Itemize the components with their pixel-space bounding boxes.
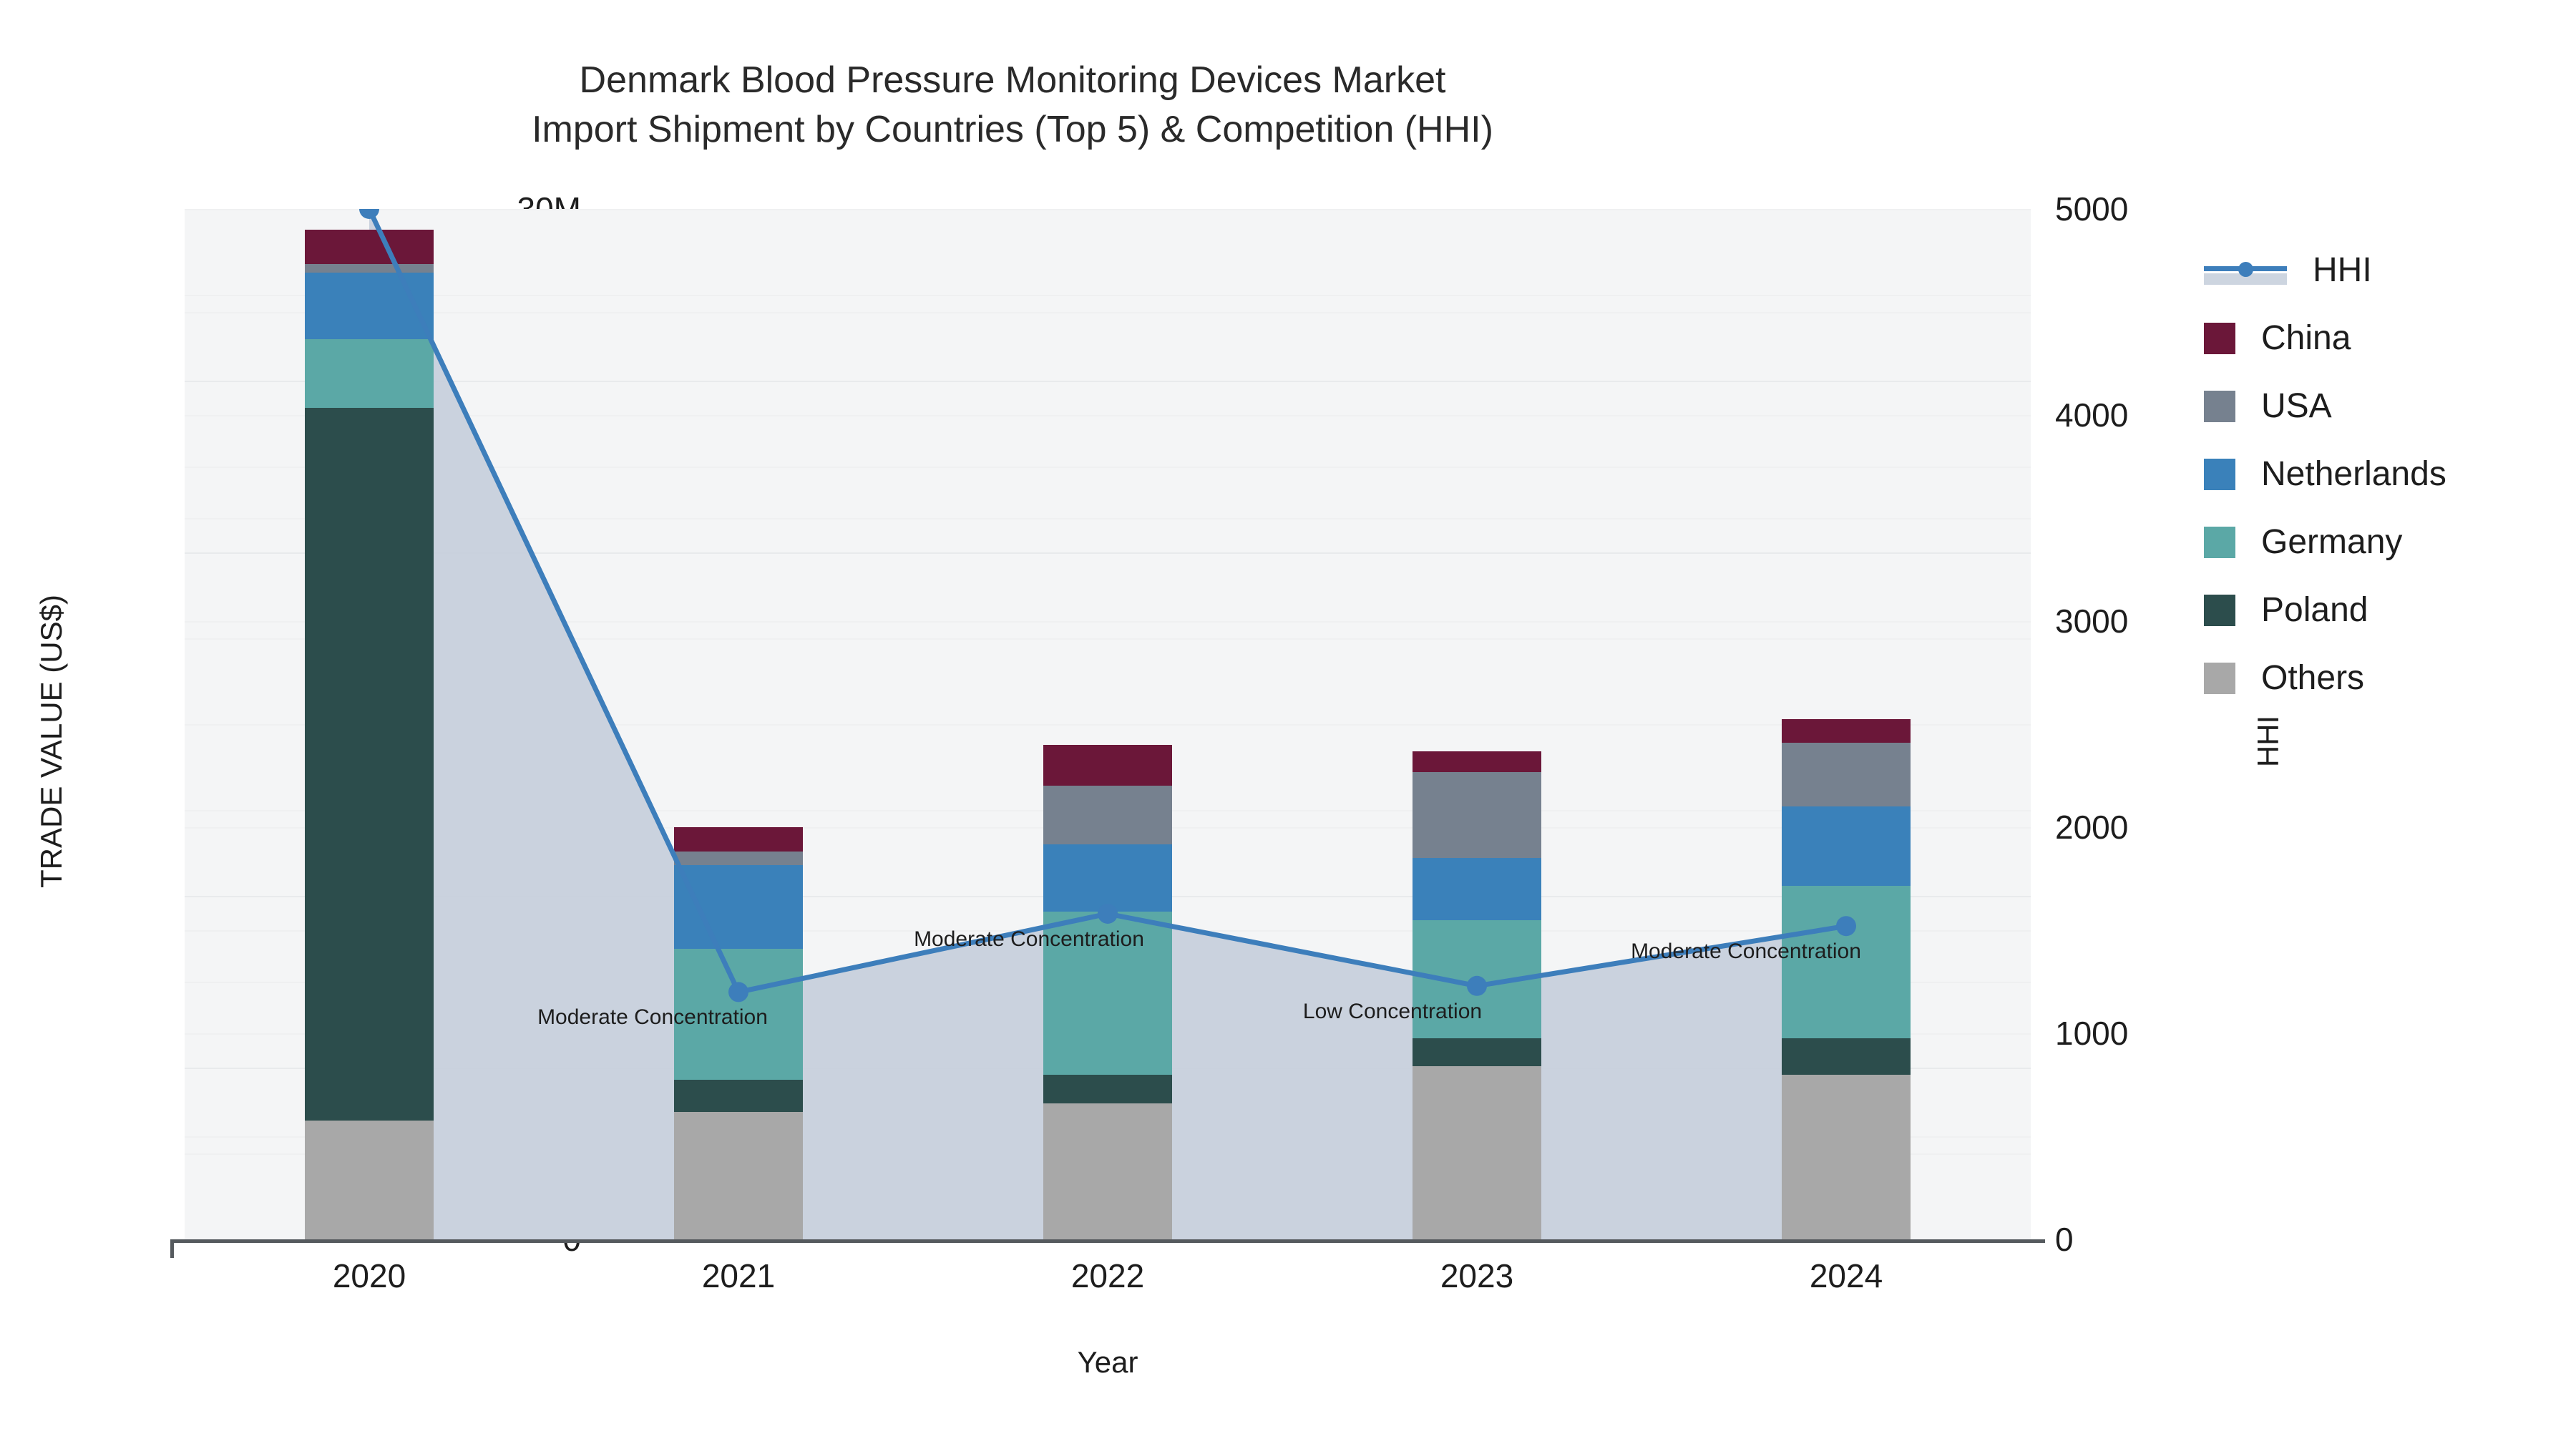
y-axis-tick-left-mark	[170, 1239, 174, 1258]
bar-segment-china[interactable]	[305, 229, 434, 264]
bar-segment-netherlands[interactable]	[1782, 806, 1911, 886]
y-tick-right-2000: 2000	[2055, 809, 2129, 846]
bar-segment-others[interactable]	[674, 1112, 803, 1239]
annotation-2023: Low Concentration	[1302, 999, 1483, 1023]
bar-segment-usa[interactable]	[1413, 772, 1541, 859]
y-axis-label-left: TRADE VALUE (US$)	[34, 595, 68, 888]
hhi-marker-2022[interactable]	[1098, 904, 1118, 924]
bar-segment-china[interactable]	[674, 827, 803, 852]
hhi-line	[359, 209, 1856, 1002]
bar-segment-usa[interactable]	[1043, 786, 1172, 844]
gridline	[185, 552, 2031, 554]
gridline-secondary	[185, 312, 2031, 313]
hhi-marker-2021[interactable]	[728, 982, 748, 1002]
legend-item-china[interactable]: China	[2204, 304, 2446, 372]
bar-segment-poland[interactable]	[674, 1079, 803, 1113]
x-tick-2024: 2024	[1809, 1257, 1883, 1294]
bar-2021[interactable]	[674, 209, 803, 1239]
x-tick-2021: 2021	[701, 1257, 776, 1294]
bar-segment-poland[interactable]	[305, 408, 434, 1121]
bar-segment-usa[interactable]	[1782, 743, 1911, 807]
gridline-secondary	[185, 209, 2031, 210]
legend-swatch-netherlands	[2204, 458, 2235, 490]
gridline-secondary	[185, 415, 2031, 416]
hhi-marker-2023[interactable]	[1467, 975, 1487, 996]
x-axis-line	[170, 1239, 2045, 1243]
bar-2024[interactable]	[1782, 209, 1911, 1239]
legend-label: Others	[2261, 659, 2365, 697]
bar-segment-china[interactable]	[1043, 744, 1172, 786]
bar-segment-china[interactable]	[1413, 751, 1541, 773]
legend-label: Germany	[2261, 523, 2403, 561]
legend-label: USA	[2261, 387, 2332, 425]
x-tick-2020: 2020	[332, 1257, 406, 1294]
gridline	[185, 467, 2031, 468]
hhi-marker-2020[interactable]	[359, 209, 379, 219]
bar-segment-others[interactable]	[1782, 1074, 1911, 1239]
hhi-polyline	[366, 209, 1849, 995]
legend-item-netherlands[interactable]: Netherlands	[2204, 440, 2446, 508]
legend-line-marker	[2238, 261, 2253, 277]
bar-segment-poland[interactable]	[1043, 1074, 1172, 1104]
bar-segment-poland[interactable]	[1413, 1038, 1541, 1066]
chart-title: Denmark Blood Pressure Monitoring Device…	[532, 59, 1493, 150]
x-axis-label: Year	[1077, 1345, 1138, 1379]
x-tick-2023: 2023	[1440, 1257, 1514, 1294]
bar-segment-poland[interactable]	[1782, 1038, 1911, 1075]
legend-swatch-usa	[2204, 390, 2235, 422]
legend-label: Netherlands	[2261, 455, 2446, 493]
bar-segment-china[interactable]	[1782, 718, 1911, 743]
legend-item-usa[interactable]: USA	[2204, 372, 2446, 440]
bar-2022[interactable]	[1043, 209, 1172, 1239]
legend-label: China	[2261, 319, 2351, 357]
y-tick-right-0: 0	[2055, 1221, 2074, 1258]
hhi-marker-2024[interactable]	[1836, 916, 1856, 937]
bar-2020[interactable]	[305, 209, 434, 1239]
bar-segment-netherlands[interactable]	[1413, 858, 1541, 920]
legend-label: HHI	[2313, 251, 2372, 289]
gridline	[185, 381, 2031, 382]
legend-line-icon	[2204, 255, 2287, 286]
legend-item-hhi[interactable]: HHI	[2204, 236, 2446, 304]
y-tick-right-4000: 4000	[2055, 396, 2129, 434]
legend-item-germany[interactable]: Germany	[2204, 508, 2446, 576]
legend-swatch-others	[2204, 662, 2235, 694]
bar-segment-germany[interactable]	[305, 339, 434, 409]
x-tick-2022: 2022	[1070, 1257, 1145, 1294]
gridline-secondary	[185, 621, 2031, 623]
legend-item-others[interactable]: Others	[2204, 644, 2446, 712]
bar-segment-others[interactable]	[1043, 1103, 1172, 1239]
gridline-secondary	[185, 518, 2031, 519]
legend-swatch-china	[2204, 322, 2235, 354]
y-tick-right-1000: 1000	[2055, 1015, 2129, 1052]
bar-segment-usa[interactable]	[305, 263, 434, 273]
bar-segment-others[interactable]	[1413, 1065, 1541, 1239]
bar-segment-germany[interactable]	[1782, 885, 1911, 1039]
bar-segment-germany[interactable]	[1043, 911, 1172, 1075]
legend-swatch-poland	[2204, 594, 2235, 626]
gridline	[185, 295, 2031, 296]
bar-segment-germany[interactable]	[674, 949, 803, 1080]
annotation-2021: Moderate Concentration	[537, 1005, 768, 1030]
bar-segment-netherlands[interactable]	[1043, 844, 1172, 912]
legend-item-poland[interactable]: Poland	[2204, 576, 2446, 644]
legend-swatch-germany	[2204, 526, 2235, 558]
bar-2023[interactable]	[1413, 209, 1541, 1239]
legend: HHI China USA Netherlands Germany Poland Other…	[2204, 236, 2446, 712]
gridline	[185, 638, 2031, 640]
y-tick-right-3000: 3000	[2055, 602, 2129, 640]
y-tick-right-5000: 5000	[2055, 190, 2129, 228]
annotation-2024: Moderate Concentration	[1631, 940, 1861, 964]
legend-label: Poland	[2261, 591, 2368, 629]
bar-segment-netherlands[interactable]	[674, 864, 803, 950]
bar-segment-usa[interactable]	[674, 851, 803, 865]
legend-area-band	[2204, 273, 2287, 285]
bar-segment-netherlands[interactable]	[305, 272, 434, 340]
bar-segment-others[interactable]	[305, 1121, 434, 1239]
gridline-secondary	[185, 724, 2031, 726]
annotation-2022: Moderate Concentration	[914, 927, 1144, 951]
